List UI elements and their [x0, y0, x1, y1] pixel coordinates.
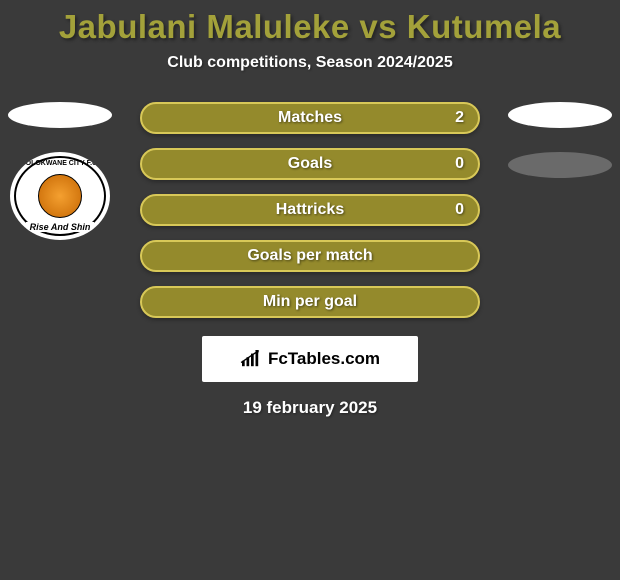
- stat-bar: Hattricks 0: [140, 194, 480, 226]
- stat-bars: Matches 2 Goals 0 Hattricks 0 Goals per match M…: [140, 102, 480, 318]
- page-title: Jabulani Maluleke vs Kutumela: [0, 0, 620, 46]
- player-left-ellipse: [8, 102, 112, 128]
- stat-bar-value-right: 2: [455, 109, 464, 127]
- club-crest-left: POLOKWANE CITY F.C. Rise And Shin: [10, 152, 110, 240]
- stat-bar: Goals per match: [140, 240, 480, 272]
- stat-bar: Matches 2: [140, 102, 480, 134]
- player-right-ellipse-1: [508, 102, 612, 128]
- comparison-content: POLOKWANE CITY F.C. Rise And Shin Matche…: [0, 102, 620, 318]
- stat-bar-label: Hattricks: [276, 201, 344, 219]
- crest-top-text: POLOKWANE CITY F.C.: [21, 160, 99, 167]
- stat-bar-value-right: 0: [455, 155, 464, 173]
- stat-bar-label: Min per goal: [263, 293, 357, 311]
- stat-bar-value-right: 0: [455, 201, 464, 219]
- watermark: FcTables.com: [202, 336, 418, 382]
- player-right-ellipse-2: [508, 152, 612, 178]
- stat-bar-label: Matches: [278, 109, 342, 127]
- bar-chart-icon: [240, 350, 262, 368]
- subtitle: Club competitions, Season 2024/2025: [0, 54, 620, 72]
- watermark-text: FcTables.com: [268, 349, 380, 369]
- stat-bar-label: Goals: [288, 155, 332, 173]
- stat-bar-label: Goals per match: [247, 247, 372, 265]
- date-text: 19 february 2025: [0, 398, 620, 418]
- stat-bar: Goals 0: [140, 148, 480, 180]
- player-left-column: POLOKWANE CITY F.C. Rise And Shin: [0, 102, 120, 240]
- player-right-column: [500, 102, 620, 202]
- crest-banner-text: Rise And Shin: [26, 222, 95, 232]
- stat-bar: Min per goal: [140, 286, 480, 318]
